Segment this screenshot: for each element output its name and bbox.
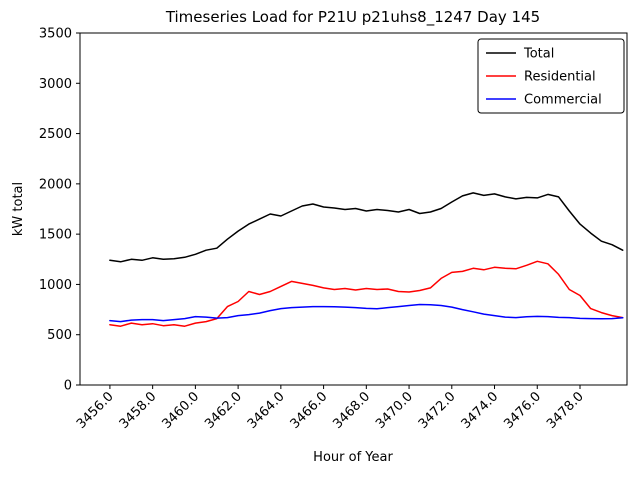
axes-frame xyxy=(79,32,628,386)
x-tick-label: 3468.0 xyxy=(330,389,373,432)
series-line-commercial xyxy=(109,303,624,323)
y-tick-label: 500 xyxy=(47,328,72,343)
y-tick-label: 0 xyxy=(64,379,72,394)
x-tick-label: 3464.0 xyxy=(245,389,288,432)
x-tick-label: 3466.0 xyxy=(288,389,331,432)
legend-label-commercial: Commercial xyxy=(524,93,602,108)
y-tick-label: 3500 xyxy=(39,27,72,42)
y-tick-label: 3000 xyxy=(39,77,72,92)
x-tick-label: 3458.0 xyxy=(117,389,160,432)
x-tick-label: 3478.0 xyxy=(544,389,587,432)
y-tick-label: 1000 xyxy=(39,278,72,293)
y-tick-label: 2000 xyxy=(39,177,72,192)
y-tick-label: 2500 xyxy=(39,127,72,142)
x-tick-label: 3470.0 xyxy=(373,389,416,432)
x-tick-label: 3456.0 xyxy=(74,389,117,432)
legend: Total Residential Commercial xyxy=(477,38,625,114)
x-tick-label: 3462.0 xyxy=(202,389,245,432)
x-tick-label: 3472.0 xyxy=(416,389,459,432)
x-axis-label: Hour of Year xyxy=(313,450,393,465)
legend-label-total: Total xyxy=(523,47,554,62)
x-tick-label: 3474.0 xyxy=(459,389,502,432)
legend-label-residential: Residential xyxy=(524,70,596,85)
chart-title: Timeseries Load for P21U p21uhs8_1247 Da… xyxy=(165,8,540,27)
series-line-total xyxy=(109,192,624,263)
legend-frame xyxy=(477,38,625,114)
series-line-residential xyxy=(109,260,624,327)
x-tick-label: 3476.0 xyxy=(501,389,544,432)
y-axis-label: kW total xyxy=(11,182,26,236)
y-tick-label: 1500 xyxy=(39,228,72,243)
x-tick-label: 3460.0 xyxy=(159,389,202,432)
